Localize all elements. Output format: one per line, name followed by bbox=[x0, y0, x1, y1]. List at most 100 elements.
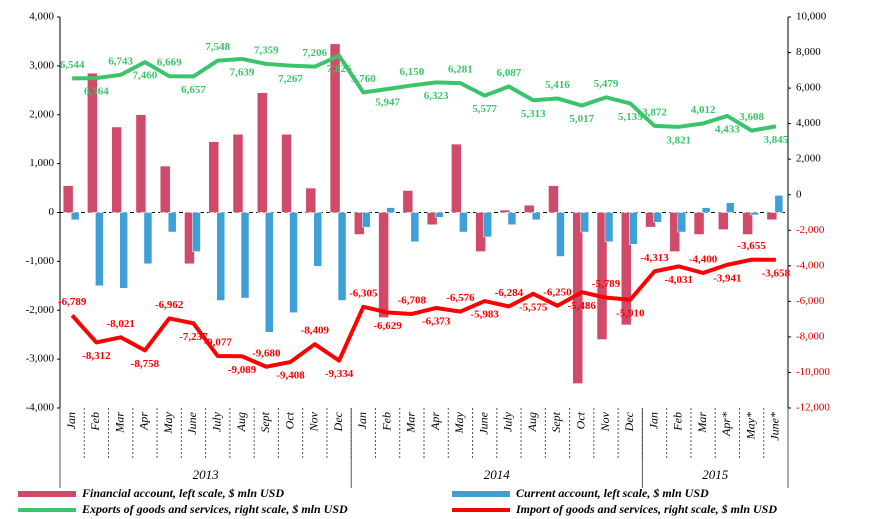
data-label: -8,409 bbox=[301, 325, 330, 337]
bar bbox=[240, 212, 250, 299]
bar bbox=[499, 209, 511, 213]
bar bbox=[111, 126, 122, 213]
data-label: -6,305 bbox=[349, 287, 378, 299]
data-label: 5,135 bbox=[618, 111, 643, 123]
bar bbox=[580, 212, 589, 233]
bar bbox=[257, 92, 268, 213]
data-label: -5,575 bbox=[519, 301, 548, 313]
bar bbox=[62, 185, 74, 213]
y2-tick-label: -6,000 bbox=[796, 295, 825, 307]
data-label: -5,983 bbox=[470, 309, 499, 321]
x-tick-label: Sept bbox=[258, 411, 272, 432]
bar bbox=[410, 212, 420, 243]
data-label: -9,089 bbox=[228, 364, 257, 376]
y2-tick-label: 2,000 bbox=[796, 153, 821, 165]
bar bbox=[548, 185, 559, 213]
y2-tick-label: 0 bbox=[796, 188, 802, 200]
x-tick-label: Jan bbox=[355, 412, 369, 429]
data-label: -3,941 bbox=[713, 272, 741, 284]
bar bbox=[95, 212, 104, 287]
y-tick-label: 4,000 bbox=[29, 11, 54, 23]
bar bbox=[766, 212, 778, 221]
x-tick-label: Feb bbox=[379, 412, 393, 432]
y2-tick-label: 10,000 bbox=[796, 11, 827, 23]
bar bbox=[596, 212, 608, 340]
y-tick-label: -4,000 bbox=[26, 402, 55, 414]
bar bbox=[289, 212, 298, 313]
y2-tick-label: 4,000 bbox=[796, 117, 821, 129]
data-label: 6,087 bbox=[497, 67, 522, 79]
data-label: 7,267 bbox=[278, 73, 303, 85]
year-label: 2014 bbox=[484, 467, 511, 482]
bar bbox=[604, 212, 614, 243]
bar bbox=[208, 141, 219, 213]
year-label: 2013 bbox=[193, 467, 220, 482]
bar bbox=[70, 212, 80, 221]
bar bbox=[677, 212, 687, 233]
data-label: -5,486 bbox=[568, 300, 597, 312]
legend-label: Import of goods and services, right scal… bbox=[515, 502, 777, 516]
x-tick-label: Aug bbox=[234, 412, 248, 432]
data-label: 7,359 bbox=[254, 44, 279, 56]
data-label: -6,576 bbox=[446, 292, 475, 304]
legend-label: Financial account, left scale, $ mln USD bbox=[81, 486, 284, 500]
bar bbox=[434, 212, 444, 218]
data-label: -4,313 bbox=[640, 252, 669, 264]
bar bbox=[693, 212, 705, 235]
x-tick-label: Nov bbox=[598, 411, 612, 432]
data-label: -6,708 bbox=[398, 294, 427, 306]
x-tick-label: July bbox=[209, 411, 223, 432]
x-tick-label: Jan bbox=[646, 412, 660, 429]
data-label: 5,947 bbox=[375, 97, 400, 109]
y-tick-label: -3,000 bbox=[26, 353, 55, 365]
x-tick-label: Dec bbox=[622, 411, 636, 432]
data-label: 3,845 bbox=[763, 134, 788, 146]
line bbox=[72, 53, 777, 133]
x-tick-label: Feb bbox=[671, 412, 685, 432]
y-tick-label: 3,000 bbox=[29, 59, 54, 71]
bar bbox=[507, 212, 517, 225]
y2-tick-label: -12,000 bbox=[796, 402, 830, 414]
legend-swatch bbox=[18, 491, 76, 497]
data-label: 6,150 bbox=[399, 66, 424, 78]
bar bbox=[305, 187, 317, 213]
y-tick-label: 1,000 bbox=[29, 157, 54, 169]
legend-swatch bbox=[452, 491, 510, 497]
y2-tick-label: 6,000 bbox=[796, 82, 821, 94]
bar bbox=[337, 212, 347, 301]
bar bbox=[167, 212, 177, 233]
bar bbox=[159, 165, 171, 213]
bar bbox=[329, 43, 341, 213]
data-label: 5,479 bbox=[594, 78, 619, 90]
bar bbox=[135, 114, 147, 213]
bar bbox=[119, 212, 128, 289]
x-tick-label: Dec bbox=[331, 411, 345, 432]
data-label: -4,400 bbox=[689, 253, 718, 265]
x-tick-label: Mar bbox=[112, 412, 126, 434]
data-label: 7,826 bbox=[327, 63, 352, 75]
x-tick-label: Oct bbox=[573, 411, 587, 429]
x-tick-label: Mar bbox=[404, 412, 418, 434]
x-tick-label: Aug bbox=[525, 412, 539, 432]
bar bbox=[750, 212, 759, 216]
data-label: 6,669 bbox=[157, 57, 182, 69]
y-tick-label: -2,000 bbox=[26, 304, 55, 316]
data-label: -3,655 bbox=[737, 240, 766, 252]
bar bbox=[386, 207, 395, 213]
bar bbox=[629, 212, 638, 245]
data-label: 5,416 bbox=[545, 79, 570, 91]
data-label: 3,608 bbox=[739, 111, 764, 123]
data-label: -8,021 bbox=[106, 318, 134, 330]
x-tick-label: July bbox=[501, 411, 515, 432]
bar bbox=[281, 134, 292, 213]
x-tick-label: May* bbox=[743, 412, 757, 440]
x-tick-label: Mar bbox=[695, 412, 709, 434]
x-tick-label: May bbox=[161, 411, 175, 434]
y2-tick-label: -4,000 bbox=[796, 259, 825, 271]
data-label: -6,250 bbox=[543, 286, 572, 298]
bar bbox=[192, 212, 201, 252]
x-tick-label: Feb bbox=[88, 412, 102, 432]
x-tick-label: Apr bbox=[428, 412, 442, 431]
bar bbox=[556, 212, 565, 257]
x-tick-label: June bbox=[185, 411, 199, 434]
